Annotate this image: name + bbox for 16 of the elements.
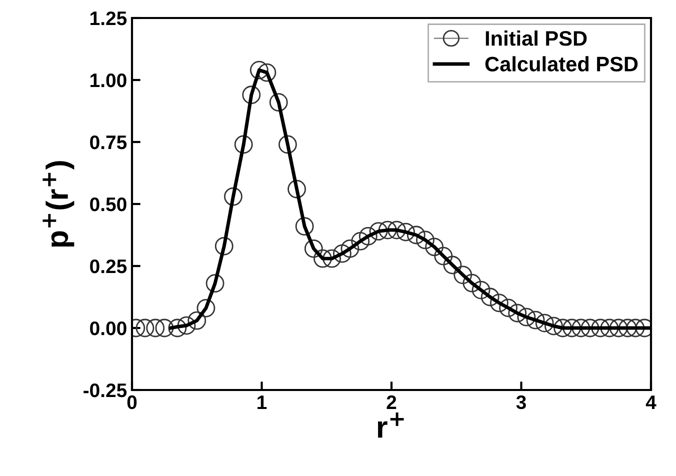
y-tick-label: 1.25	[90, 11, 127, 26]
x-tick-label: 3	[516, 395, 526, 410]
legend-label: Calculated PSD	[485, 56, 638, 72]
x-tick-label: 4	[646, 396, 656, 409]
x-tick-label: 0	[127, 395, 137, 410]
y-tick-label: 0.00	[90, 321, 126, 336]
y-axis-title: p$^{+}$(r$^{+}$)	[42, 161, 74, 247]
x-axis-title: r$^{+}$	[378, 412, 404, 438]
x-tick-label: 1	[258, 396, 267, 409]
legend-label: Initial PSD	[486, 30, 587, 46]
y-tick-label: 0.25	[90, 259, 127, 274]
y-tick-label: 1.00	[90, 73, 126, 88]
y-tick-label: -0.25	[84, 383, 127, 398]
y-tick-label: 0.75	[90, 135, 127, 150]
y-tick-label: 0.50	[90, 197, 126, 212]
x-tick-label: 2	[386, 395, 396, 409]
